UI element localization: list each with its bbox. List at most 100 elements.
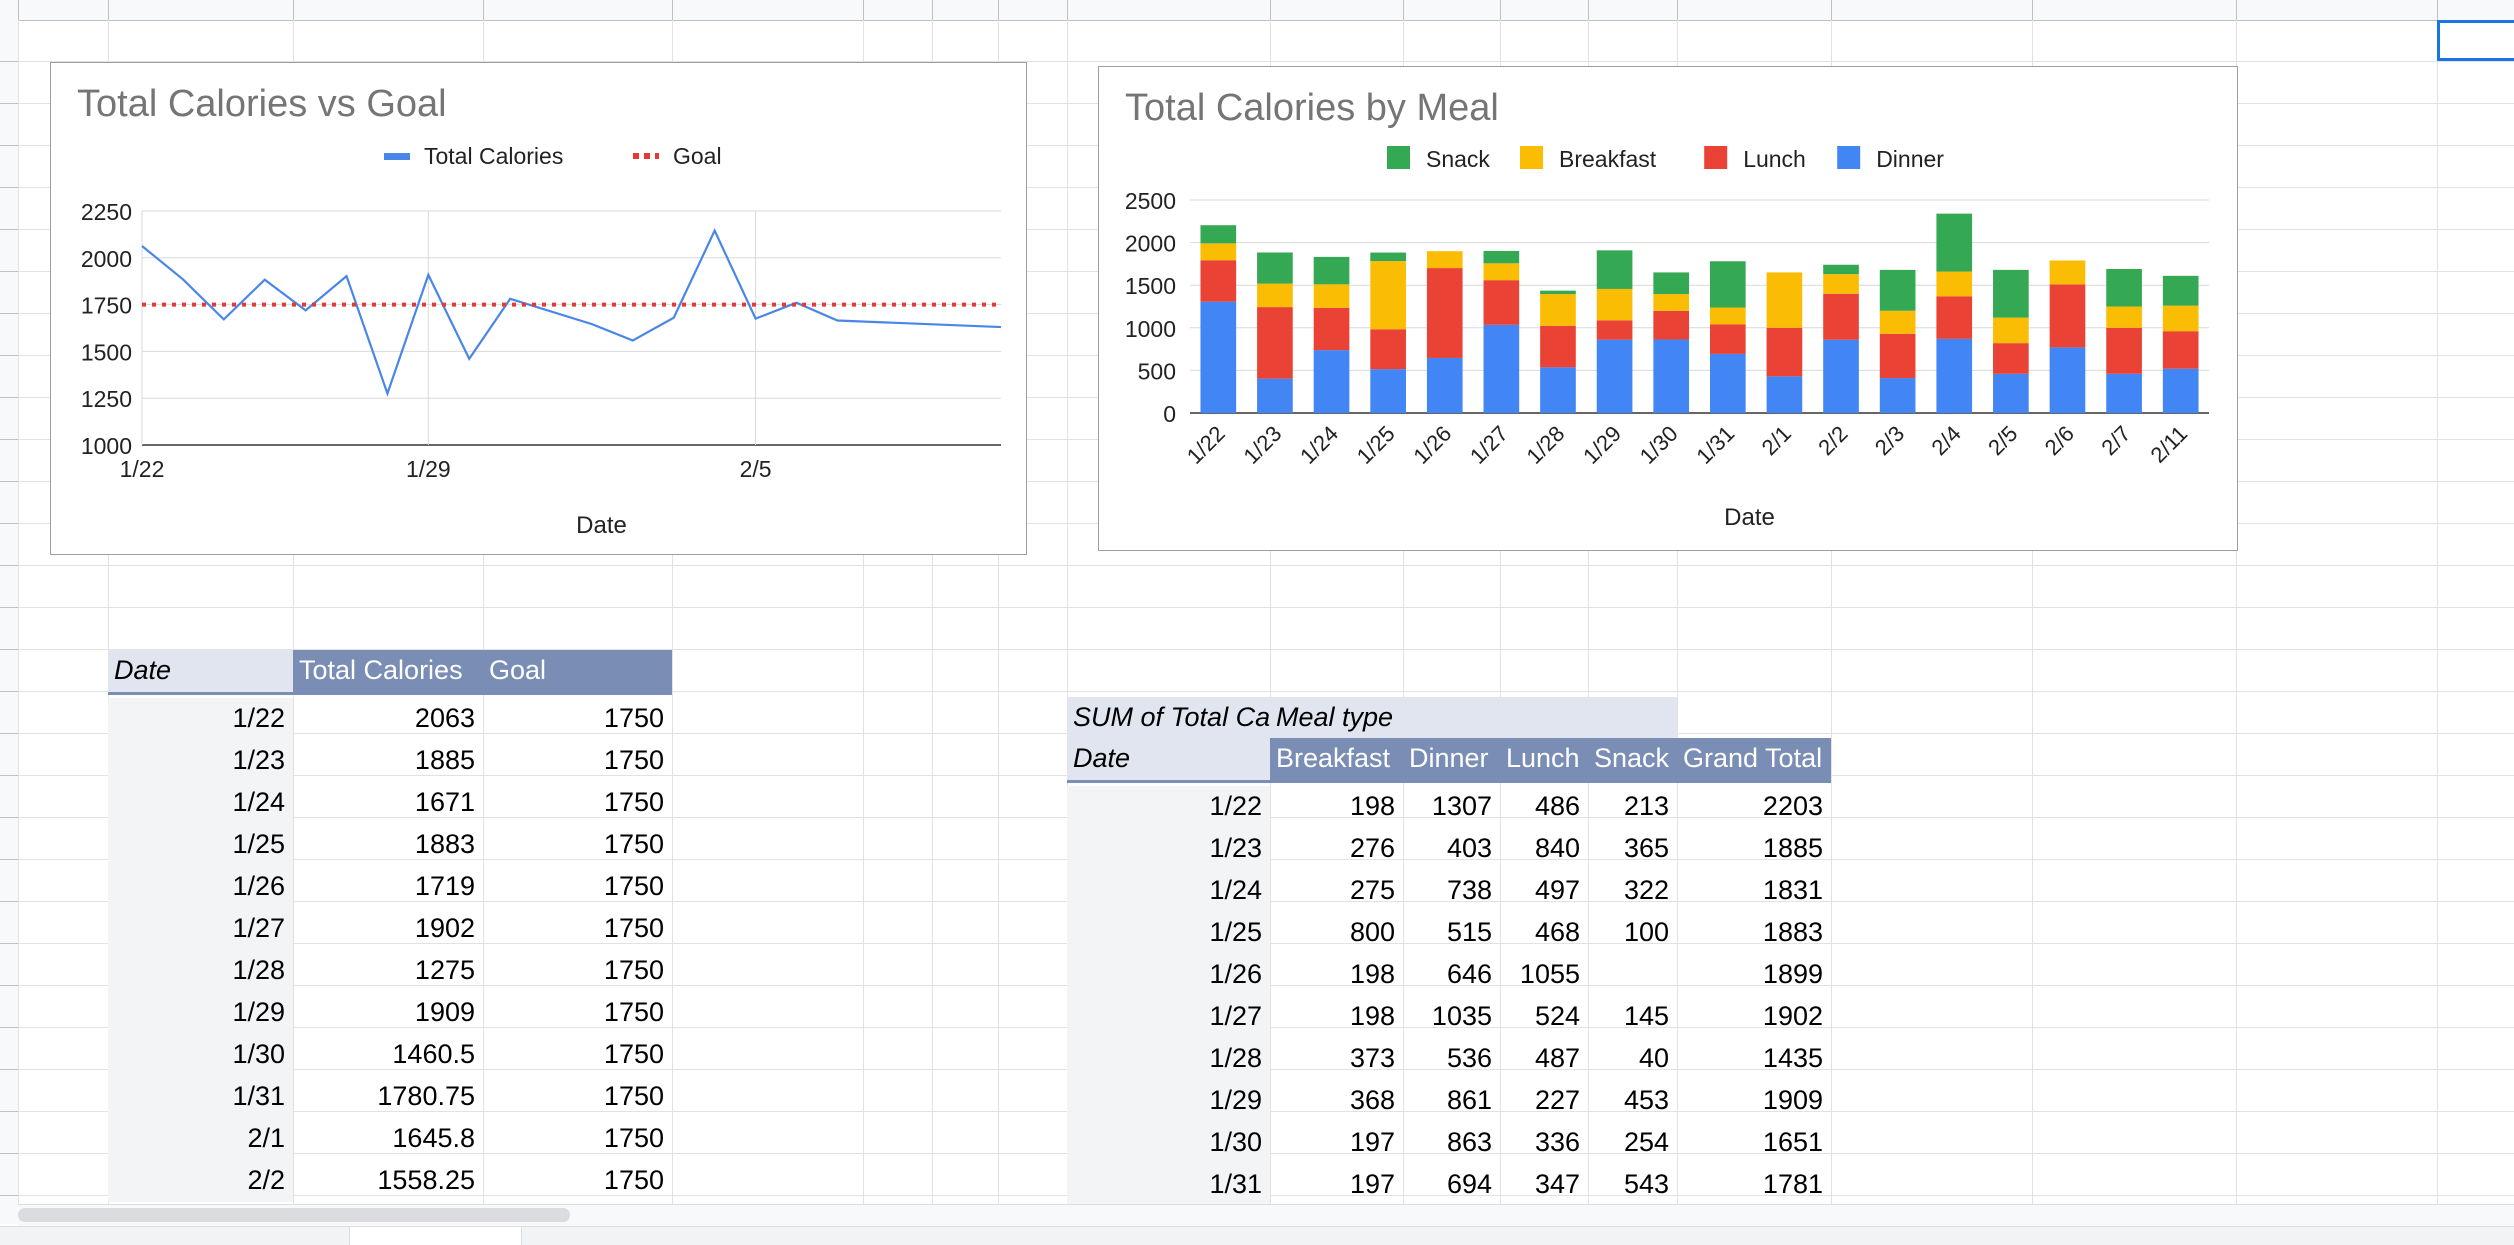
pivot-cell[interactable]: 453: [1623, 1085, 1669, 1115]
pivot-cell[interactable]: 800: [1349, 917, 1395, 947]
table-cell-goal[interactable]: 1750: [603, 997, 664, 1027]
selected-cell[interactable]: [2437, 20, 2514, 61]
pivot-cell[interactable]: 515: [1446, 917, 1492, 947]
pivot-cell[interactable]: 646: [1446, 959, 1492, 989]
pivot-cell[interactable]: 198: [1349, 959, 1395, 989]
pivot-cell[interactable]: 524: [1534, 1001, 1580, 1031]
pivot-row-date[interactable]: 1/30: [1067, 1122, 1270, 1164]
pivot-cell[interactable]: 347: [1534, 1169, 1580, 1199]
table-row-date[interactable]: 1/27: [108, 908, 293, 950]
pivot-cell[interactable]: 198: [1349, 791, 1395, 821]
pivot-cell[interactable]: 487: [1534, 1043, 1580, 1073]
pivot-cell[interactable]: 336: [1534, 1127, 1580, 1157]
pivot-cell[interactable]: 1435: [1762, 1043, 1823, 1073]
table-cell-goal[interactable]: 1750: [603, 1123, 664, 1153]
pivot-cell[interactable]: 198: [1349, 1001, 1395, 1031]
table-cell-goal[interactable]: 1750: [603, 1039, 664, 1069]
pivot-cell[interactable]: 497: [1534, 875, 1580, 905]
pivot-cell[interactable]: 40: [1638, 1043, 1669, 1073]
scrollbar-thumb[interactable]: [18, 1208, 570, 1222]
stacked-bar-chart[interactable]: Total Calories by Meal 0 500 1000 1500 2000 2…: [1098, 66, 2238, 551]
table-cell-total-calories[interactable]: 1460.5: [392, 1039, 475, 1069]
pivot-row-date[interactable]: 1/26: [1067, 954, 1270, 996]
pivot-cell[interactable]: 145: [1623, 1001, 1669, 1031]
table-cell-total-calories[interactable]: 1719: [414, 871, 475, 901]
pivot-cell[interactable]: 365: [1623, 833, 1669, 863]
pivot-cell[interactable]: 1831: [1762, 875, 1823, 905]
table-cell-total-calories[interactable]: 2063: [414, 703, 475, 733]
pivot-cell[interactable]: 197: [1349, 1127, 1395, 1157]
pivot-row-date[interactable]: 1/31: [1067, 1164, 1270, 1206]
table-header-total-calories[interactable]: Total Calories: [293, 650, 483, 692]
pivot-cell[interactable]: 276: [1349, 833, 1395, 863]
pivot-cell[interactable]: 1909: [1762, 1085, 1823, 1115]
table-row-date[interactable]: 1/29: [108, 992, 293, 1034]
pivot-cell[interactable]: 694: [1446, 1169, 1492, 1199]
pivot-cell[interactable]: 536: [1446, 1043, 1492, 1073]
pivot-header-snack[interactable]: Snack: [1588, 738, 1677, 780]
table-cell-total-calories[interactable]: 1902: [414, 913, 475, 943]
table-cell-total-calories[interactable]: 1883: [414, 829, 475, 859]
pivot-cell[interactable]: 1885: [1762, 833, 1823, 863]
table-cell-total-calories[interactable]: 1645.8: [392, 1123, 475, 1153]
table-cell-total-calories[interactable]: 1275: [414, 955, 475, 985]
pivot-cell[interactable]: 197: [1349, 1169, 1395, 1199]
pivot-cell[interactable]: 863: [1446, 1127, 1492, 1157]
pivot-cell[interactable]: 1035: [1431, 1001, 1492, 1031]
table-row-date[interactable]: 1/22: [108, 698, 293, 740]
table-cell-total-calories[interactable]: 1671: [414, 787, 475, 817]
pivot-row-date[interactable]: 1/22: [1067, 786, 1270, 828]
pivot-cell[interactable]: 1781: [1762, 1169, 1823, 1199]
pivot-header-grand-total[interactable]: Grand Total: [1677, 738, 1831, 780]
pivot-cell[interactable]: 1902: [1762, 1001, 1823, 1031]
pivot-meal-type-label[interactable]: Meal type: [1270, 697, 1677, 739]
pivot-cell[interactable]: 486: [1534, 791, 1580, 821]
table-cell-total-calories[interactable]: 1885: [414, 745, 475, 775]
table-row-date[interactable]: 1/25: [108, 824, 293, 866]
pivot-header-lunch[interactable]: Lunch: [1500, 738, 1588, 780]
pivot-cell[interactable]: 368: [1349, 1085, 1395, 1115]
table-cell-total-calories[interactable]: 1780.75: [377, 1081, 475, 1111]
table-row-date[interactable]: 1/23: [108, 740, 293, 782]
pivot-cell[interactable]: 543: [1623, 1169, 1669, 1199]
pivot-cell[interactable]: 227: [1534, 1085, 1580, 1115]
table-cell-goal[interactable]: 1750: [603, 745, 664, 775]
table-cell-goal[interactable]: 1750: [603, 871, 664, 901]
table-row-date[interactable]: 1/28: [108, 950, 293, 992]
line-chart[interactable]: Total Calories vs Goal 1000 1250 1500 1750 2…: [50, 62, 1027, 555]
pivot-cell[interactable]: 468: [1534, 917, 1580, 947]
table-cell-goal[interactable]: 1750: [603, 703, 664, 733]
pivot-cell[interactable]: 738: [1446, 875, 1492, 905]
pivot-row-date[interactable]: 1/28: [1067, 1038, 1270, 1080]
table-row-date[interactable]: 1/26: [108, 866, 293, 908]
pivot-cell[interactable]: 403: [1446, 833, 1492, 863]
pivot-cell[interactable]: 100: [1623, 917, 1669, 947]
horizontal-scrollbar[interactable]: [18, 1204, 2514, 1227]
table-cell-goal[interactable]: 1750: [603, 787, 664, 817]
table-cell-total-calories[interactable]: 1909: [414, 997, 475, 1027]
table-cell-goal[interactable]: 1750: [603, 1165, 664, 1195]
pivot-row-date[interactable]: 1/27: [1067, 996, 1270, 1038]
row-header-bar[interactable]: [0, 20, 19, 1224]
pivot-corner-label[interactable]: SUM of Total Ca: [1067, 697, 1270, 739]
table-cell-goal[interactable]: 1750: [603, 1081, 664, 1111]
table-row-date[interactable]: 2/2: [108, 1160, 293, 1202]
table-row-date[interactable]: 1/31: [108, 1076, 293, 1118]
table-row-date[interactable]: 1/24: [108, 782, 293, 824]
sheet-tab-active[interactable]: [350, 1227, 522, 1245]
pivot-cell[interactable]: 1651: [1762, 1127, 1823, 1157]
pivot-row-date[interactable]: 1/25: [1067, 912, 1270, 954]
pivot-cell[interactable]: 373: [1349, 1043, 1395, 1073]
table-row-date[interactable]: 1/30: [108, 1034, 293, 1076]
table-cell-goal[interactable]: 1750: [603, 913, 664, 943]
pivot-row-date[interactable]: 1/29: [1067, 1080, 1270, 1122]
pivot-header-breakfast[interactable]: Breakfast: [1270, 738, 1403, 780]
pivot-cell[interactable]: [1588, 954, 1677, 996]
pivot-cell[interactable]: 840: [1534, 833, 1580, 863]
table-cell-goal[interactable]: 1750: [603, 955, 664, 985]
pivot-row-date[interactable]: 1/23: [1067, 828, 1270, 870]
table-header-date[interactable]: Date: [108, 650, 293, 692]
pivot-row-date[interactable]: 1/24: [1067, 870, 1270, 912]
pivot-cell[interactable]: 254: [1623, 1127, 1669, 1157]
pivot-cell[interactable]: 213: [1623, 791, 1669, 821]
